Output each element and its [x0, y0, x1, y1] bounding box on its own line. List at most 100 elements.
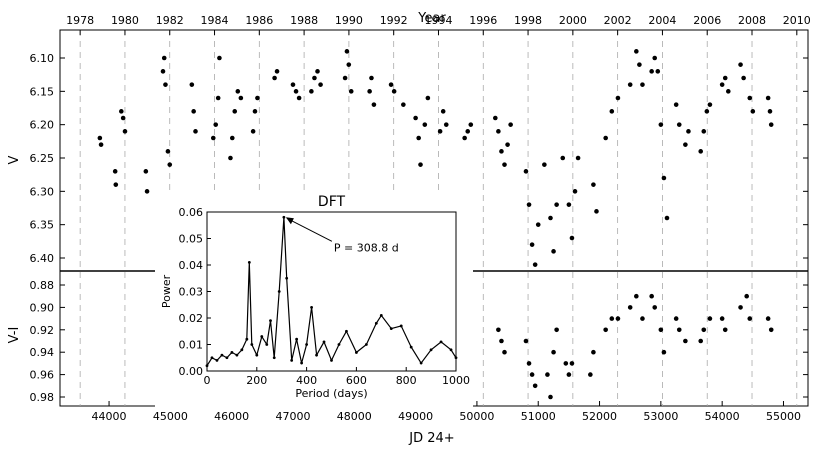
v-data-point — [112, 169, 118, 174]
v-data-point — [649, 69, 654, 74]
v-data-point — [683, 142, 688, 147]
v-data-point — [673, 102, 679, 107]
v-data-point — [505, 142, 510, 147]
v-data-point — [634, 49, 639, 54]
v-data-point — [367, 89, 372, 94]
year-tick-label: 2010 — [783, 14, 811, 27]
inset-curve-point — [364, 343, 368, 346]
vi-tick-label: 0.96 — [30, 369, 55, 382]
jd-tick-label: 44000 — [92, 410, 127, 423]
v-tick-label: 6.35 — [30, 219, 55, 232]
vi-data-point — [747, 316, 753, 321]
inset-curve-point — [250, 343, 254, 346]
v-data-point — [499, 149, 504, 154]
v-data-point — [160, 69, 166, 74]
year-tick-label: 1984 — [201, 14, 229, 27]
v-data-point — [502, 162, 507, 167]
v-data-point — [228, 155, 233, 161]
inset-curve-point — [374, 321, 378, 325]
v-data-point — [765, 95, 771, 101]
inset-curve-point — [439, 340, 443, 344]
inset-curve-point — [399, 324, 403, 328]
v-data-point — [318, 82, 323, 87]
v-data-point — [342, 75, 348, 81]
v-data-point — [560, 155, 566, 161]
inset-curve-point — [337, 343, 341, 346]
v-data-point — [508, 122, 513, 127]
inset-curve-point — [285, 276, 289, 280]
vi-data-point — [701, 327, 707, 333]
vi-data-point — [661, 349, 667, 355]
v-data-point — [416, 135, 421, 141]
v-data-point — [250, 129, 256, 134]
v-data-point — [191, 109, 196, 114]
inset-curve-point — [230, 351, 234, 354]
v-data-point — [235, 89, 241, 94]
v-tick-label: 6.10 — [30, 52, 55, 65]
v-data-point — [163, 82, 168, 87]
inset-curve-point — [245, 337, 249, 341]
v-tick-label: 6.40 — [30, 252, 55, 265]
inset-curve-point — [277, 290, 281, 293]
v-data-point — [566, 202, 572, 207]
v-tick-label: 6.20 — [30, 119, 55, 132]
inset-y-tick-label: 0.06 — [179, 206, 204, 219]
vi-data-point — [627, 305, 633, 310]
v-data-point — [637, 62, 642, 67]
peak-annotation: P = 308.8 d — [334, 241, 399, 254]
year-tick-label: 2000 — [559, 14, 587, 27]
vi-tick-label: 0.90 — [30, 301, 55, 314]
jd-tick-label: 51000 — [521, 410, 556, 423]
v-axis-label: V — [7, 155, 22, 164]
inset-curve-point — [215, 359, 219, 362]
vi-tick-label: 0.98 — [30, 391, 55, 404]
v-data-point — [315, 69, 320, 74]
inset-curve-point — [322, 340, 326, 344]
v-data-point — [272, 75, 277, 81]
jd-tick-label: 54000 — [705, 410, 740, 423]
vi-data-point — [496, 327, 501, 333]
v-data-point — [210, 135, 216, 141]
jd-tick-label: 48000 — [337, 410, 372, 423]
vi-data-point — [698, 338, 704, 344]
vi-data-point — [652, 305, 658, 310]
inset-curve-point — [355, 351, 358, 354]
inset-curve-point — [389, 327, 393, 330]
inset-curve-point — [265, 343, 269, 346]
vi-data-point — [554, 327, 559, 333]
vi-data-point — [683, 338, 688, 344]
year-tick-label: 1990 — [335, 14, 363, 27]
inset-x-tick-label: 800 — [396, 374, 417, 387]
v-data-point — [189, 82, 195, 87]
year-tick-label: 1980 — [111, 14, 139, 27]
year-tick-label: 2008 — [738, 14, 766, 27]
year-tick-label: 1982 — [156, 14, 184, 27]
year-tick-label: 1992 — [380, 14, 408, 27]
v-data-point — [575, 155, 581, 161]
v-data-point — [594, 209, 599, 214]
vi-data-point — [640, 316, 645, 321]
vi-data-point — [502, 349, 507, 355]
v-data-point — [143, 169, 149, 174]
v-data-point — [232, 109, 238, 114]
v-data-point — [422, 122, 428, 127]
v-data-point — [768, 122, 774, 127]
inset-curve-point — [330, 359, 333, 362]
vi-tick-label: 0.92 — [30, 324, 55, 337]
vi-data-point — [673, 316, 679, 321]
vi-data-point — [615, 316, 621, 321]
inset-curve-point — [419, 361, 423, 365]
v-data-point — [548, 215, 553, 221]
inset-curve-point — [282, 215, 286, 219]
inset-x-tick-label: 1000 — [442, 374, 470, 387]
vi-data-point — [719, 316, 725, 321]
v-data-point — [719, 82, 725, 87]
inset-x-tick-label: 600 — [346, 374, 367, 387]
inset-y-tick-label: 0.00 — [179, 365, 204, 378]
annotation-arrow-line — [286, 217, 333, 242]
vi-data-point — [499, 338, 504, 344]
v-data-point — [122, 129, 128, 134]
top-axis-title: Year — [417, 11, 446, 26]
vi-data-point — [566, 372, 572, 377]
v-data-point — [572, 189, 578, 194]
